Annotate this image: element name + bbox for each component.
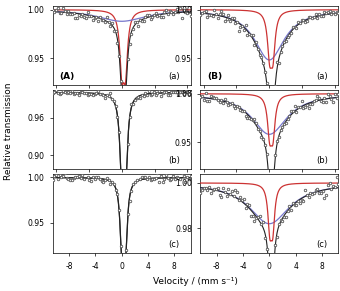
Text: (a): (a) [316,72,328,81]
Text: (c): (c) [169,240,180,249]
Text: (a): (a) [169,72,180,81]
Text: Velocity / (mm s⁻¹): Velocity / (mm s⁻¹) [153,277,238,286]
Text: (b): (b) [169,156,181,165]
Text: (c): (c) [316,240,327,249]
Text: (A): (A) [59,72,75,81]
Text: (b): (b) [316,156,328,165]
Text: Relative transmission: Relative transmission [4,82,13,180]
Text: (B): (B) [207,72,222,81]
